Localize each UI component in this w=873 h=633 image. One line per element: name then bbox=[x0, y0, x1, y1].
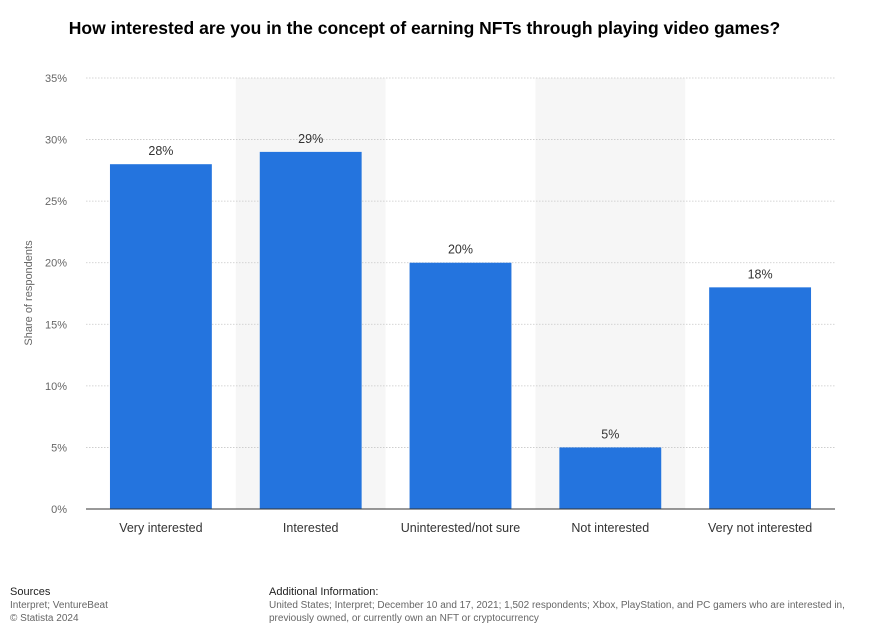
chart-title: How interested are you in the concept of… bbox=[68, 18, 781, 38]
x-tick-label: Very not interested bbox=[708, 521, 812, 535]
y-tick-label: 20% bbox=[45, 258, 67, 270]
background-band bbox=[535, 78, 686, 509]
x-tick-label: Very interested bbox=[119, 521, 202, 535]
data-label: 29% bbox=[298, 132, 323, 146]
y-tick-label: 25% bbox=[45, 196, 67, 208]
data-label: 28% bbox=[148, 144, 173, 158]
y-tick-label: 35% bbox=[45, 73, 67, 85]
additional-info-block: Additional Information: United States; I… bbox=[269, 586, 873, 625]
bar bbox=[109, 164, 212, 509]
bars bbox=[109, 151, 812, 509]
additional-info-line: United States; Interpret; December 10 an… bbox=[269, 600, 845, 611]
y-tick-label: 5% bbox=[51, 442, 67, 454]
x-tick-label: Not interested bbox=[571, 521, 649, 535]
additional-info-heading[interactable]: Additional Information: bbox=[269, 586, 379, 598]
additional-info-line: previously owned, or currently own an NF… bbox=[269, 613, 539, 624]
bar bbox=[709, 287, 812, 509]
y-axis-label: Share of respondents bbox=[23, 240, 35, 346]
y-tick-label: 10% bbox=[45, 381, 67, 393]
data-label: 18% bbox=[748, 267, 773, 281]
sources-block: Sources Interpret; VentureBeat © Statist… bbox=[10, 586, 250, 625]
labels: 0% 5% 10% 15% 20% 25% 30% 35% 28% Very interested… bbox=[45, 73, 812, 535]
data-label: 20% bbox=[448, 243, 473, 257]
bar bbox=[559, 447, 662, 509]
y-tick-label: 0% bbox=[51, 504, 67, 516]
y-tick-label: 30% bbox=[45, 135, 67, 147]
bar-chart: 0% 5% 10% 15% 20% 25% 30% 35% 28% Very interested… bbox=[23, 73, 835, 535]
x-tick-label: Interested bbox=[283, 521, 339, 535]
source-text[interactable]: Interpret; VentureBeat bbox=[10, 600, 108, 611]
x-tick-label: Uninterested/not sure bbox=[401, 521, 521, 535]
sources-heading[interactable]: Sources bbox=[10, 586, 51, 598]
bar bbox=[259, 151, 362, 509]
bar bbox=[409, 262, 512, 509]
y-tick-label: 15% bbox=[45, 319, 67, 331]
copyright-text: © Statista 2024 bbox=[10, 613, 79, 624]
data-label: 5% bbox=[601, 427, 619, 441]
